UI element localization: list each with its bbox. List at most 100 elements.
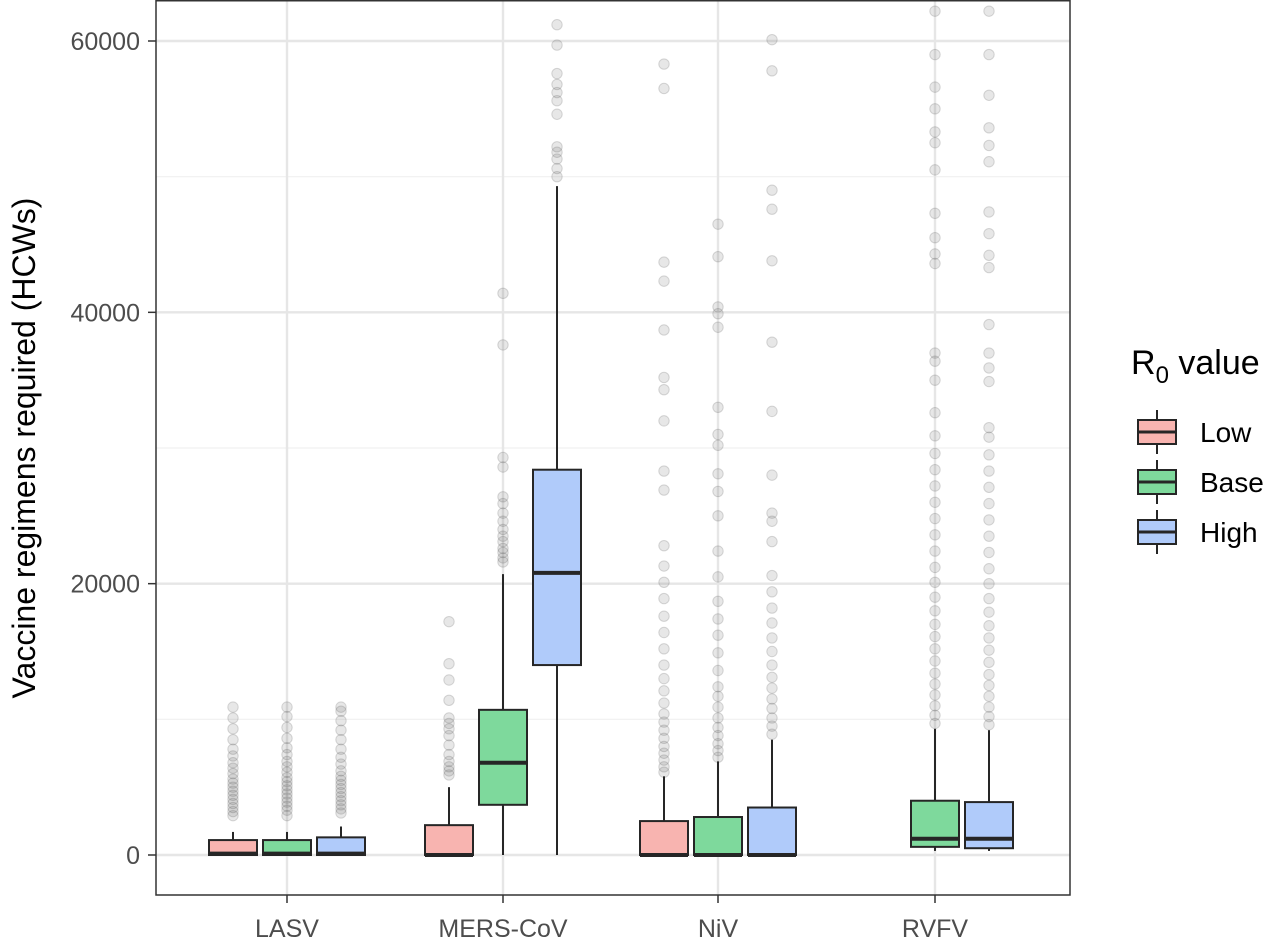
outlier-point bbox=[983, 318, 995, 331]
y-tick-label: 20000 bbox=[70, 571, 140, 599]
outlier-point bbox=[443, 674, 455, 686]
outlier-point bbox=[712, 729, 724, 742]
outlier-point bbox=[766, 602, 778, 614]
outlier-point bbox=[766, 535, 778, 548]
outlier-point bbox=[983, 719, 995, 731]
outlier-point bbox=[766, 632, 778, 644]
outlier-point bbox=[929, 447, 941, 460]
outlier-point bbox=[983, 89, 995, 101]
outlier-point bbox=[227, 785, 239, 797]
outlier-point bbox=[658, 275, 670, 287]
box-body bbox=[639, 820, 689, 856]
x-axis: LASV MERS-CoV NiV RVFV bbox=[255, 895, 968, 939]
outlier-point bbox=[443, 755, 455, 768]
outlier-point bbox=[658, 256, 670, 268]
outlier-point bbox=[497, 542, 509, 555]
outlier-point bbox=[658, 672, 670, 685]
outlier-point bbox=[497, 339, 509, 351]
box-niv-base bbox=[693, 761, 743, 857]
outlier-point bbox=[443, 712, 455, 724]
outlier-point bbox=[551, 67, 563, 80]
outlier-point bbox=[443, 739, 455, 751]
outlier-point bbox=[929, 717, 941, 730]
outlier-point bbox=[658, 324, 670, 336]
outlier-point bbox=[766, 255, 778, 267]
legend-label: High bbox=[1200, 517, 1258, 548]
outlier-point bbox=[551, 108, 563, 120]
outlier-point bbox=[551, 86, 563, 99]
outlier-point bbox=[983, 122, 995, 134]
outlier-point bbox=[443, 615, 455, 628]
outlier-point bbox=[712, 439, 724, 451]
outlier-point bbox=[658, 708, 670, 720]
outlier-point bbox=[766, 405, 778, 418]
outlier-point bbox=[929, 374, 941, 386]
outlier-point bbox=[497, 497, 509, 510]
outlier-point bbox=[766, 682, 778, 694]
outlier-point bbox=[497, 546, 509, 559]
outlier-point bbox=[983, 261, 995, 274]
outlier-point bbox=[712, 218, 724, 230]
outlier-point bbox=[551, 153, 563, 165]
legend: R0 value Low Base High bbox=[1131, 344, 1264, 554]
box-body bbox=[964, 801, 1014, 850]
outlier-point bbox=[227, 781, 239, 793]
outlier-point bbox=[766, 469, 778, 481]
outlier-point bbox=[335, 758, 347, 770]
outlier-point bbox=[929, 347, 941, 359]
box-niv-high bbox=[747, 739, 797, 857]
outlier-point bbox=[929, 496, 941, 508]
outlier-point bbox=[497, 535, 509, 548]
legend-title-r: R bbox=[1131, 344, 1156, 382]
outlier-point bbox=[929, 232, 941, 244]
outlier-point bbox=[227, 809, 239, 822]
outlier-point bbox=[712, 301, 724, 313]
outlier-point bbox=[983, 421, 995, 434]
outlier-point bbox=[983, 656, 995, 669]
outlier-point bbox=[712, 510, 724, 522]
outlier-point bbox=[929, 126, 941, 138]
outlier-point bbox=[929, 512, 941, 525]
outlier-point bbox=[658, 82, 670, 95]
outlier-point bbox=[335, 714, 347, 727]
minor-gridlines bbox=[156, 176, 1070, 720]
outlier-point bbox=[227, 805, 239, 818]
outlier-point bbox=[929, 655, 941, 667]
outlier-point bbox=[712, 485, 724, 498]
outlier-point bbox=[929, 137, 941, 149]
outlier-point bbox=[983, 206, 995, 218]
outlier-point bbox=[497, 552, 509, 564]
legend-key-high: High bbox=[1137, 510, 1258, 554]
outlier-point bbox=[335, 765, 347, 777]
outlier-point bbox=[929, 630, 941, 643]
outlier-point bbox=[551, 141, 563, 153]
outlier-points bbox=[227, 5, 995, 822]
outlier-point bbox=[929, 689, 941, 701]
outlier-point bbox=[497, 556, 509, 568]
outlier-point bbox=[929, 545, 941, 557]
outlier-point bbox=[551, 94, 563, 107]
box-lasv-base bbox=[262, 831, 312, 856]
outlier-point bbox=[983, 710, 995, 723]
y-axis: 0 20000 40000 60000 bbox=[70, 28, 156, 870]
outlier-point bbox=[983, 668, 995, 681]
outlier-point bbox=[658, 747, 670, 759]
outlier-point bbox=[658, 484, 670, 496]
outlier-point bbox=[658, 697, 670, 709]
outlier-point bbox=[983, 701, 995, 713]
outlier-point bbox=[227, 773, 239, 785]
outlier-point bbox=[712, 712, 724, 724]
box-niv-low bbox=[639, 776, 689, 857]
outlier-point bbox=[335, 733, 347, 746]
outlier-point bbox=[712, 251, 724, 263]
outlier-point bbox=[712, 647, 724, 659]
outlier-point bbox=[443, 748, 455, 761]
outlier-point bbox=[335, 790, 347, 803]
outlier-point bbox=[766, 728, 778, 740]
outlier-point bbox=[929, 48, 941, 61]
outlier-point bbox=[929, 103, 941, 115]
outlier-point bbox=[766, 617, 778, 629]
outlier-point bbox=[497, 451, 509, 464]
outlier-point bbox=[766, 645, 778, 658]
